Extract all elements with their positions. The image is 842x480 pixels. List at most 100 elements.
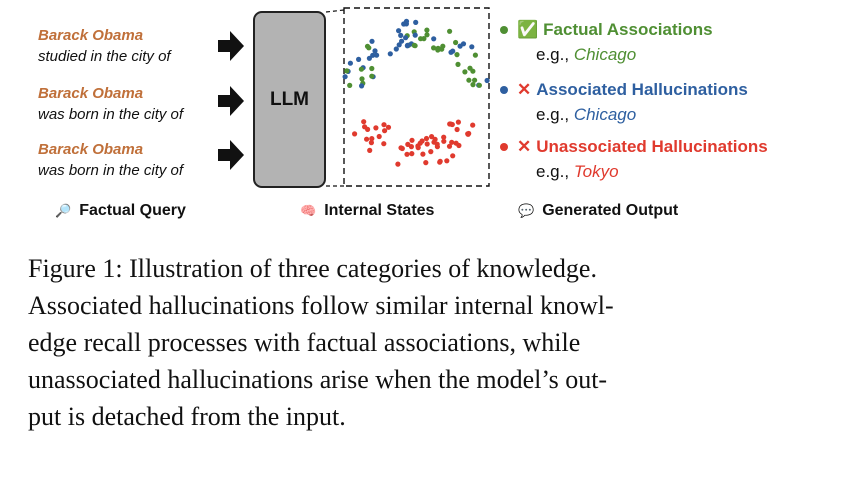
state-dot: [460, 41, 467, 47]
state-dot: [398, 145, 404, 151]
state-dot: [466, 77, 472, 83]
state-dot: [454, 126, 460, 133]
output-title: Associated Hallucinations: [536, 80, 748, 99]
query-subject: Barack Obama: [38, 85, 144, 102]
state-dot: [374, 52, 380, 58]
state-dot: [347, 82, 353, 88]
state-dot: [404, 151, 410, 157]
state-dot: [453, 140, 459, 146]
state-dot: [431, 36, 437, 42]
eg-value: Tokyo: [573, 162, 619, 181]
state-dot: [359, 83, 365, 89]
state-dot: [364, 43, 371, 49]
label-text: Factual Query: [79, 202, 186, 219]
state-dot: [396, 42, 402, 48]
output-title: Unassociated Hallucinations: [536, 137, 768, 156]
label-generated-output: 💬 Generated Output: [518, 202, 678, 220]
state-dot: [423, 160, 429, 166]
state-dot: [342, 74, 348, 80]
state-dot: [472, 52, 478, 58]
state-dot: [398, 32, 404, 39]
dashed-box: [343, 7, 490, 187]
state-dot: [470, 82, 476, 88]
state-dot: [420, 151, 426, 157]
state-dot: [364, 136, 370, 142]
state-dot: [373, 125, 379, 131]
state-dot: [472, 77, 478, 83]
caption-line: unassociated hallucinations arise when t…: [28, 365, 608, 394]
state-dot: [455, 119, 461, 125]
output-unassociated: ✕ Unassociated Hallucinations: [500, 137, 768, 157]
state-dot: [381, 141, 387, 147]
arrow-right-icon: [218, 31, 244, 61]
state-dot: [470, 68, 476, 74]
state-dot: [366, 55, 372, 61]
cross-icon: ✕: [517, 137, 532, 156]
arrow-right-icon: [218, 86, 244, 116]
state-dot: [417, 140, 423, 146]
state-dot: [352, 131, 358, 137]
state-dot: [441, 138, 447, 144]
state-dot: [444, 158, 450, 164]
state-dot: [369, 38, 375, 44]
state-dot: [405, 141, 411, 147]
connector-line: [325, 9, 345, 13]
output-example: e.g., Chicago: [536, 105, 636, 125]
state-dot: [446, 143, 453, 149]
state-dot: [441, 134, 447, 140]
state-dot: [367, 147, 373, 153]
state-dot: [455, 61, 461, 67]
state-dot: [376, 133, 382, 140]
eg-prefix: e.g.,: [536, 162, 574, 181]
state-dot: [404, 43, 410, 49]
state-dot: [361, 119, 367, 125]
state-dot: [429, 134, 435, 140]
caption-line: Associated hallucinations follow similar…: [28, 291, 614, 320]
state-dot: [462, 69, 468, 75]
label-text: Generated Output: [542, 202, 679, 219]
llm-box: LLM: [253, 11, 326, 188]
state-dot: [382, 128, 388, 134]
state-dot: [437, 158, 443, 164]
caption-line: Figure 1: Illustration of three categori…: [28, 254, 597, 283]
label-factual-query: 🔎 Factual Query: [55, 202, 186, 220]
query-text: was born in the city of: [38, 106, 184, 123]
query-subject: Barack Obama: [38, 27, 144, 44]
state-dot: [362, 124, 368, 130]
state-dot: [424, 141, 430, 147]
state-dot: [428, 149, 434, 155]
magnifier-icon: 🔎: [55, 203, 72, 218]
state-dot: [447, 121, 453, 127]
caption-line: put is detached from the input.: [28, 402, 346, 431]
state-dot: [385, 124, 392, 130]
state-dot: [470, 122, 476, 128]
internal-states-panel: [325, 7, 490, 187]
state-dot: [469, 44, 475, 50]
green-dot-icon: [500, 26, 508, 34]
blue-dot-icon: [500, 86, 508, 94]
state-dot: [454, 52, 460, 58]
state-dot: [484, 77, 490, 84]
state-dot: [344, 68, 350, 74]
state-dot: [465, 131, 471, 137]
eg-value: Chicago: [573, 105, 637, 124]
output-factual: ✅ Factual Associations: [500, 20, 713, 40]
state-dot: [369, 65, 375, 72]
state-dot: [431, 45, 437, 51]
state-dot: [432, 136, 438, 142]
state-dot: [370, 52, 376, 58]
state-dot: [358, 66, 364, 72]
state-dot: [447, 28, 453, 34]
state-dot: [393, 46, 399, 52]
query-1: Barack Obama studied in the city of: [38, 25, 238, 67]
speech-bubble-icon: 💬: [518, 203, 535, 218]
state-dot: [424, 27, 430, 33]
state-dot: [409, 151, 415, 157]
state-dot: [453, 39, 459, 46]
query-text: was born in the city of: [38, 162, 184, 179]
state-dot: [476, 82, 482, 88]
state-dot: [369, 136, 375, 142]
output-title: Factual Associations: [543, 20, 713, 39]
state-dot: [369, 73, 375, 79]
state-dot: [423, 135, 430, 142]
